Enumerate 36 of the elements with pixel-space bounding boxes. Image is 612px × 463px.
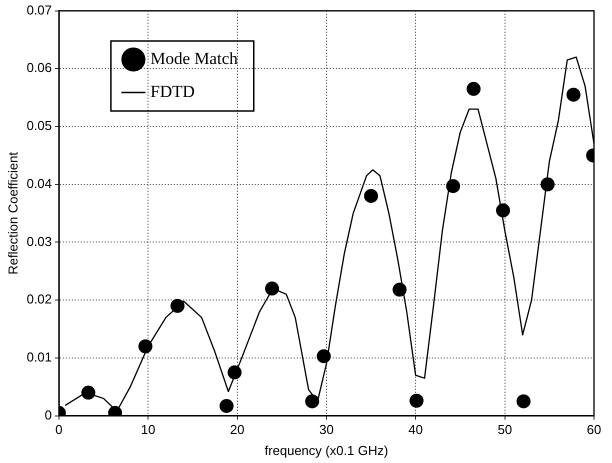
x-tick-label: 60 <box>586 422 602 438</box>
y-axis-title: Reflection Coefficient <box>5 152 20 275</box>
point <box>540 177 555 192</box>
y-tick-label: 0 <box>44 407 52 422</box>
point <box>466 82 481 96</box>
y-tick-label: 0.02 <box>26 292 52 307</box>
point <box>410 394 424 408</box>
point <box>305 394 320 408</box>
y-tick-label: 0.05 <box>26 118 52 134</box>
point <box>228 365 242 380</box>
x-tick-label: 20 <box>230 422 244 438</box>
y-tick-label: 0.01 <box>26 350 52 365</box>
x-tick-label: 30 <box>319 422 334 438</box>
y-tick-label: 0.06 <box>26 60 52 76</box>
point <box>516 394 531 408</box>
y-tick-label: 0.04 <box>26 176 52 191</box>
point <box>220 398 234 413</box>
point <box>496 203 510 218</box>
y-tick-label: 0.07 <box>26 2 52 18</box>
point <box>392 282 407 297</box>
point <box>316 349 331 364</box>
point <box>265 282 280 296</box>
point <box>446 179 460 194</box>
point <box>170 298 185 313</box>
x-tick-label: 40 <box>408 422 423 438</box>
x-tick-label: 10 <box>140 422 156 438</box>
x-tick-label: 50 <box>498 422 512 438</box>
y-tick-label: 0.03 <box>26 234 52 249</box>
point <box>364 188 378 203</box>
legend-label: FDTD <box>150 82 195 101</box>
legend-label: Mode Match <box>150 48 238 68</box>
x-axis-title: frequency (x0.1 GHz) <box>264 442 388 458</box>
point <box>81 386 96 400</box>
point <box>566 88 580 102</box>
x-tick-label: 0 <box>55 422 63 438</box>
point <box>138 339 152 354</box>
